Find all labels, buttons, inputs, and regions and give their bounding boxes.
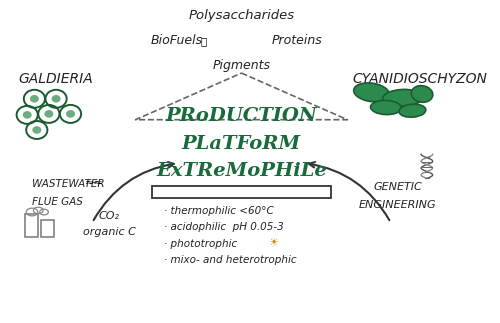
- Ellipse shape: [354, 83, 390, 102]
- Bar: [152, 186, 330, 199]
- Text: Proteins: Proteins: [272, 34, 322, 47]
- Ellipse shape: [44, 110, 54, 118]
- Ellipse shape: [30, 95, 39, 103]
- Ellipse shape: [32, 126, 42, 134]
- Text: · phototrophic: · phototrophic: [164, 238, 238, 248]
- Bar: [25, 214, 38, 237]
- Text: GENETIC: GENETIC: [374, 182, 422, 192]
- Text: ≈≈: ≈≈: [85, 178, 103, 188]
- Text: · mixo- and heterotrophic: · mixo- and heterotrophic: [164, 255, 297, 265]
- Ellipse shape: [22, 111, 32, 119]
- Text: PRoDUCTION: PRoDUCTION: [166, 108, 318, 125]
- Text: CYANIDIOSCHYZON: CYANIDIOSCHYZON: [352, 72, 487, 87]
- Ellipse shape: [66, 110, 75, 118]
- Text: · thermophilic <60°C: · thermophilic <60°C: [164, 206, 274, 216]
- Text: ENGINEERING: ENGINEERING: [359, 200, 437, 210]
- Ellipse shape: [399, 104, 426, 117]
- Ellipse shape: [52, 95, 60, 103]
- Text: ExTReMoPHiLe: ExTReMoPHiLe: [156, 162, 327, 180]
- Text: 🔥: 🔥: [200, 36, 207, 46]
- Ellipse shape: [412, 86, 433, 102]
- Text: CO₂: CO₂: [98, 211, 119, 221]
- Text: FLUE GAS: FLUE GAS: [32, 197, 83, 207]
- Bar: [40, 220, 54, 237]
- Text: Pigments: Pigments: [212, 58, 270, 71]
- Text: PLaTFoRM: PLaTFoRM: [182, 135, 301, 153]
- Text: WASTEWATER: WASTEWATER: [32, 179, 104, 189]
- Ellipse shape: [370, 100, 402, 115]
- Text: · acidophilic  pH 0.05-3: · acidophilic pH 0.05-3: [164, 223, 284, 233]
- Text: ☀: ☀: [268, 238, 278, 248]
- Text: Polysaccharides: Polysaccharides: [188, 9, 294, 22]
- Text: GALDIERIA: GALDIERIA: [18, 72, 94, 87]
- Ellipse shape: [382, 89, 423, 106]
- Text: organic C: organic C: [82, 227, 136, 237]
- Text: BioFuels: BioFuels: [150, 34, 203, 47]
